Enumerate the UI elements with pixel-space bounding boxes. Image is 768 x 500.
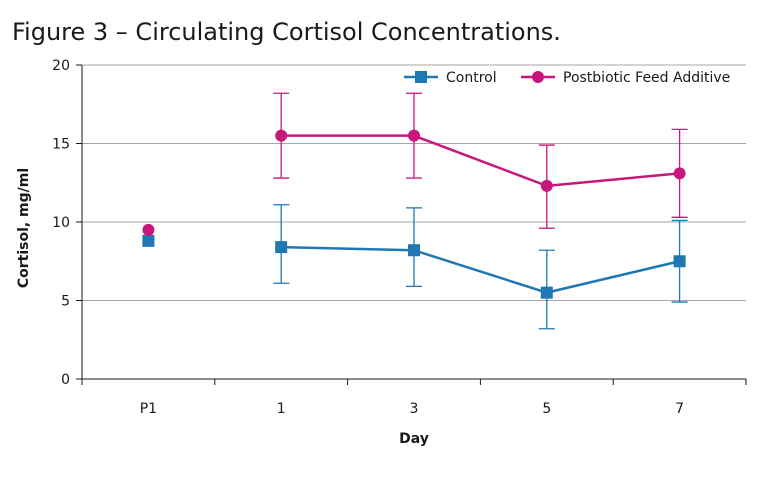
series-0 <box>142 204 688 330</box>
chart-title: Figure 3 – Circulating Cortisol Concentr… <box>12 18 561 46</box>
marker-0-0 <box>142 234 155 247</box>
x-tick-label-7: 7 <box>675 401 684 417</box>
marker-0-4 <box>673 255 686 268</box>
y-tick-labels: 0 5 10 15 20 <box>52 58 70 388</box>
series-1 <box>142 92 688 236</box>
y-tick-label-0: 0 <box>61 372 70 388</box>
y-tick-label-10: 10 <box>52 215 70 231</box>
marker-1-3 <box>540 179 553 192</box>
marker-1-4 <box>673 167 686 180</box>
axes <box>76 64 747 385</box>
legend-label-1: Postbiotic Feed Additive <box>563 70 730 86</box>
x-axis-label: Day <box>399 431 429 447</box>
legend-marker-0 <box>415 71 427 83</box>
series-line-0 <box>281 245 680 294</box>
y-tick-label-15: 15 <box>52 137 70 153</box>
y-axis-label: Cortisol, mg/ml <box>16 168 32 288</box>
y-tick-label-5: 5 <box>61 294 70 310</box>
x-tick-label-5: 5 <box>542 401 551 417</box>
legend: Control Postbiotic Feed Additive <box>404 70 730 86</box>
y-tick-label-20: 20 <box>52 58 70 74</box>
x-tick-label-P1: P1 <box>140 401 157 417</box>
marker-1-1 <box>275 129 288 142</box>
marker-1-0 <box>142 223 155 236</box>
legend-label-0: Control <box>446 70 497 86</box>
x-tick-label-1: 1 <box>277 401 286 417</box>
x-tick-label-3: 3 <box>410 401 419 417</box>
marker-0-3 <box>540 286 553 299</box>
marker-0-2 <box>408 244 420 257</box>
marker-1-2 <box>408 129 420 142</box>
series-line-1 <box>281 134 680 188</box>
x-tick-labels: P1 1 3 5 7 <box>140 401 684 417</box>
legend-marker-1 <box>532 71 544 83</box>
marker-0-1 <box>275 241 288 254</box>
series-layer <box>142 92 688 330</box>
